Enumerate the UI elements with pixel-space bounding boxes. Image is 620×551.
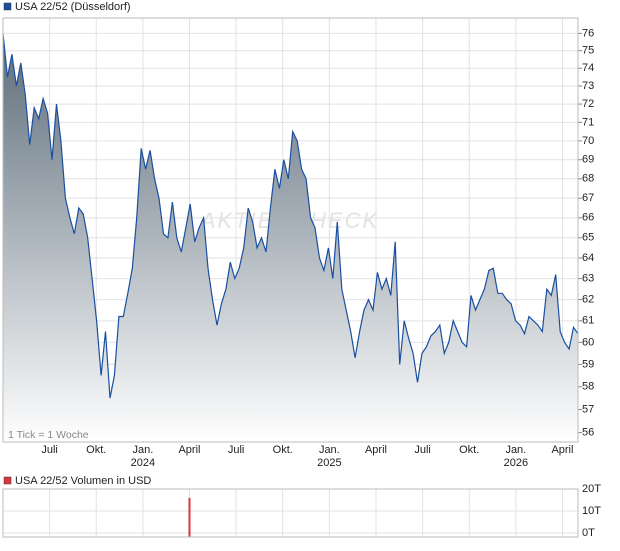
y-tick-label: 67 — [582, 192, 594, 204]
y-tick-label: 59 — [582, 358, 594, 370]
x-tick-label: Juli — [228, 444, 245, 456]
y-tick-label: 66 — [582, 212, 594, 224]
y-tick-label: 64 — [582, 252, 594, 264]
x-tick-label: Okt. — [86, 444, 106, 456]
y-tick-label: 63 — [582, 273, 594, 285]
x-tick-label: Okt. — [459, 444, 479, 456]
y-tick-label: 75 — [582, 45, 594, 57]
plot-frame — [2, 17, 579, 443]
y-tick-label: 57 — [582, 403, 594, 415]
x-tick-label: Jan. — [132, 444, 153, 456]
legend-marker — [3, 476, 12, 485]
y-tick-label: 10T — [582, 505, 601, 517]
x-tick-label: April — [178, 444, 200, 456]
legend-marker — [3, 2, 12, 11]
x-tick-label: April — [551, 444, 573, 456]
y-tick-label: 61 — [582, 315, 594, 327]
y-tick-label: 60 — [582, 336, 594, 348]
y-tick-label: 72 — [582, 98, 594, 110]
x-year-label: 2025 — [317, 457, 341, 469]
y-tick-label: 74 — [582, 62, 594, 74]
area — [3, 33, 578, 443]
y-tick-label: 71 — [582, 116, 594, 128]
x-tick-label: Juli — [41, 444, 58, 456]
x-tick-label: Jan. — [505, 444, 526, 456]
x-year-label: 2024 — [131, 457, 155, 469]
chart-title: USA 22/52 Volumen in USD — [15, 475, 151, 487]
y-tick-label: 76 — [582, 27, 594, 39]
y-tick-label: 65 — [582, 232, 594, 244]
chart-title: USA 22/52 (Düsseldorf) — [15, 1, 131, 13]
x-tick-label: Okt. — [273, 444, 293, 456]
volume-bar — [188, 497, 191, 537]
x-year-label: 2026 — [504, 457, 528, 469]
y-tick-label: 56 — [582, 427, 594, 439]
y-tick-label: 69 — [582, 154, 594, 166]
x-tick-label: April — [365, 444, 387, 456]
line — [2, 33, 579, 399]
y-tick-label: 62 — [582, 293, 594, 305]
y-tick-label: 58 — [582, 381, 594, 393]
y-tick-label: 73 — [582, 80, 594, 92]
x-tick-label: Jan. — [319, 444, 340, 456]
plot-frame — [2, 488, 579, 538]
y-tick-label: 20T — [582, 483, 601, 495]
y-tick-label: 70 — [582, 135, 594, 147]
y-tick-label: 68 — [582, 173, 594, 185]
y-tick-label: 0T — [582, 527, 595, 539]
note: 1 Tick = 1 Woche — [8, 429, 89, 441]
x-tick-label: Juli — [414, 444, 431, 456]
